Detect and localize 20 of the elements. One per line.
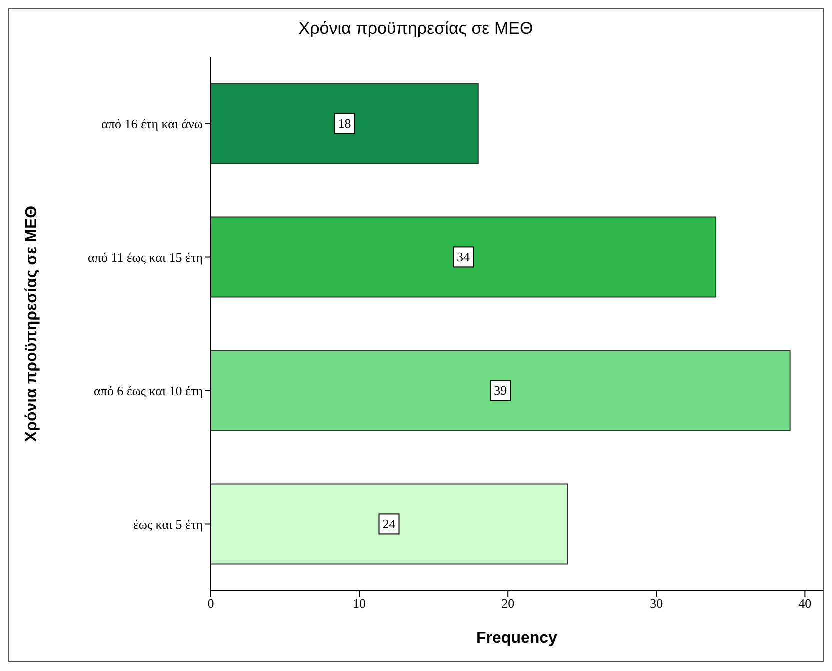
x-axis-title: Frequency bbox=[476, 630, 558, 647]
x-tick-label: 30 bbox=[650, 596, 664, 612]
bar bbox=[211, 83, 479, 164]
x-tick-label: 10 bbox=[353, 596, 366, 612]
y-tick-label: έως και 5 έτη bbox=[133, 516, 204, 532]
bar bbox=[211, 216, 717, 298]
data-label: 24 bbox=[382, 516, 396, 532]
x-tick-label: 20 bbox=[502, 596, 515, 612]
x-tick-label: 40 bbox=[798, 596, 812, 612]
data-label: 39 bbox=[494, 383, 508, 398]
bar bbox=[211, 484, 568, 565]
chart-title: Χρόνια προϋπηρεσίας σε ΜΕΘ bbox=[298, 19, 534, 39]
y-tick-label: από 11 έως και 15 έτη bbox=[88, 250, 204, 265]
y-tick-label: από 16 έτη και άνω bbox=[102, 116, 204, 132]
x-tick-label: 0 bbox=[208, 596, 214, 612]
bar bbox=[211, 350, 791, 432]
data-label: 34 bbox=[457, 250, 471, 265]
data-label: 18 bbox=[338, 116, 352, 132]
y-axis-title: Χρόνια προϋπηρεσίας σε ΜΕΘ bbox=[24, 206, 41, 442]
y-tick-label: από 6 έως και 10 έτη bbox=[94, 383, 204, 398]
